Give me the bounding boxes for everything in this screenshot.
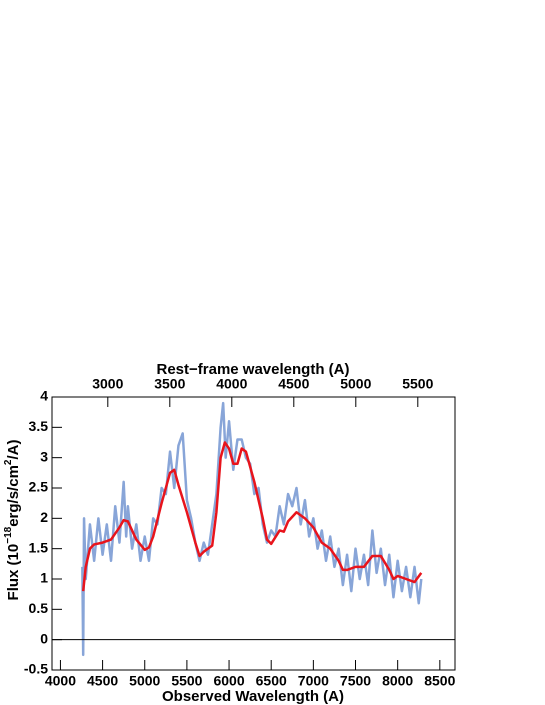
x-tick-label: 6500 xyxy=(256,673,287,689)
x-tick-label: 4500 xyxy=(87,673,118,689)
plot-frame xyxy=(51,396,456,671)
y-tick-label: 0 xyxy=(40,630,48,646)
y-title-part: erg/s/cm xyxy=(5,465,22,527)
x2-tick-label: 4500 xyxy=(278,376,309,392)
y-tick-label: -0.5 xyxy=(24,661,48,677)
x2-tick-label: 5500 xyxy=(402,376,433,392)
y-tick-label: 3 xyxy=(40,448,48,464)
y-tick-label: 4 xyxy=(40,388,48,404)
x-tick-label: 7000 xyxy=(298,673,329,689)
x-tick-label: 4000 xyxy=(45,673,76,689)
series-line xyxy=(81,441,423,592)
y-title-part: Flux (10 xyxy=(5,544,22,601)
y-title-part: 2 xyxy=(3,459,14,465)
x-tick-label: 8000 xyxy=(382,673,413,689)
y-axis-title: Flux (10−18erg/s/cm2/A) xyxy=(3,440,22,601)
y-tick-label: 1.5 xyxy=(29,539,49,555)
x-tick-label: 5000 xyxy=(129,673,160,689)
x-tick-label: 8500 xyxy=(424,673,455,689)
x2-tick-label: 3500 xyxy=(154,376,185,392)
y-tick-label: 3.5 xyxy=(29,418,49,434)
x2-tick-label: 3000 xyxy=(92,376,123,392)
x2-tick-label: 5000 xyxy=(340,376,371,392)
x2-tick-label: 4000 xyxy=(216,376,247,392)
x-tick-label: 5500 xyxy=(171,673,202,689)
y-title-part: /A) xyxy=(5,440,22,460)
series-line xyxy=(81,401,423,657)
y-tick-label: 1 xyxy=(40,570,48,586)
x-tick-label: 7500 xyxy=(340,673,371,689)
x-tick-label: 6000 xyxy=(213,673,244,689)
y-title-part: −18 xyxy=(3,526,14,543)
x2-axis-title: Rest−frame wavelength (A) xyxy=(157,361,350,378)
y-tick-label: 2 xyxy=(40,509,48,525)
y-tick-label: 0.5 xyxy=(29,600,49,616)
y-tick-label: 2.5 xyxy=(29,479,49,495)
x-axis-title: Observed Wavelength (A) xyxy=(162,688,344,705)
